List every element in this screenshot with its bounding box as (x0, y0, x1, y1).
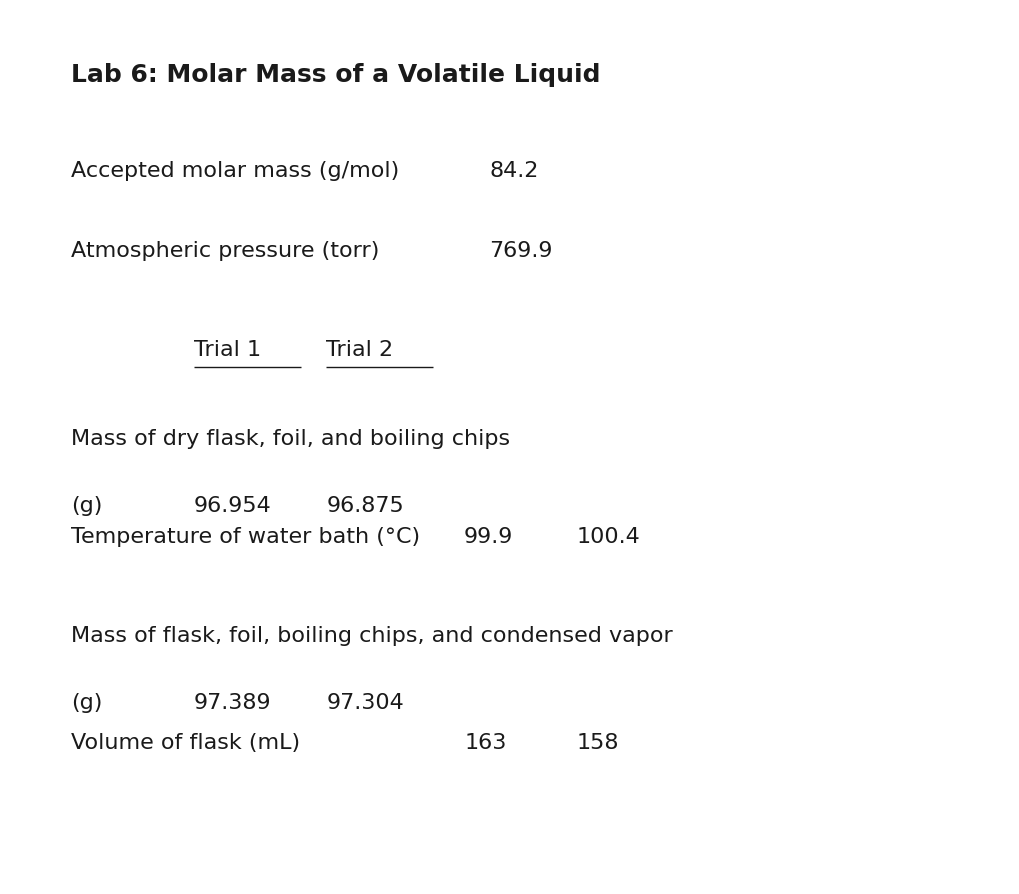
Text: 158: 158 (576, 733, 619, 753)
Text: (g): (g) (71, 693, 103, 713)
Text: Mass of dry flask, foil, and boiling chips: Mass of dry flask, foil, and boiling chi… (71, 429, 511, 449)
Text: 99.9: 99.9 (464, 527, 513, 547)
Text: Temperature of water bath (°C): Temperature of water bath (°C) (71, 527, 420, 547)
Text: Trial 2: Trial 2 (326, 340, 393, 359)
Text: 84.2: 84.2 (489, 161, 538, 181)
Text: Mass of flask, foil, boiling chips, and condensed vapor: Mass of flask, foil, boiling chips, and … (71, 626, 673, 645)
Text: Trial 1: Trial 1 (194, 340, 261, 359)
Text: 100.4: 100.4 (576, 527, 640, 547)
Text: (g): (g) (71, 496, 103, 516)
Text: Accepted molar mass (g/mol): Accepted molar mass (g/mol) (71, 161, 399, 181)
Text: 96.875: 96.875 (326, 496, 404, 516)
Text: 163: 163 (464, 733, 506, 753)
Text: Volume of flask (mL): Volume of flask (mL) (71, 733, 301, 753)
Text: 97.304: 97.304 (326, 693, 404, 713)
Text: Lab 6: Molar Mass of a Volatile Liquid: Lab 6: Molar Mass of a Volatile Liquid (71, 63, 600, 87)
Text: 97.389: 97.389 (194, 693, 271, 713)
Text: 769.9: 769.9 (489, 241, 552, 261)
Text: Atmospheric pressure (torr): Atmospheric pressure (torr) (71, 241, 379, 261)
Text: 96.954: 96.954 (194, 496, 271, 516)
